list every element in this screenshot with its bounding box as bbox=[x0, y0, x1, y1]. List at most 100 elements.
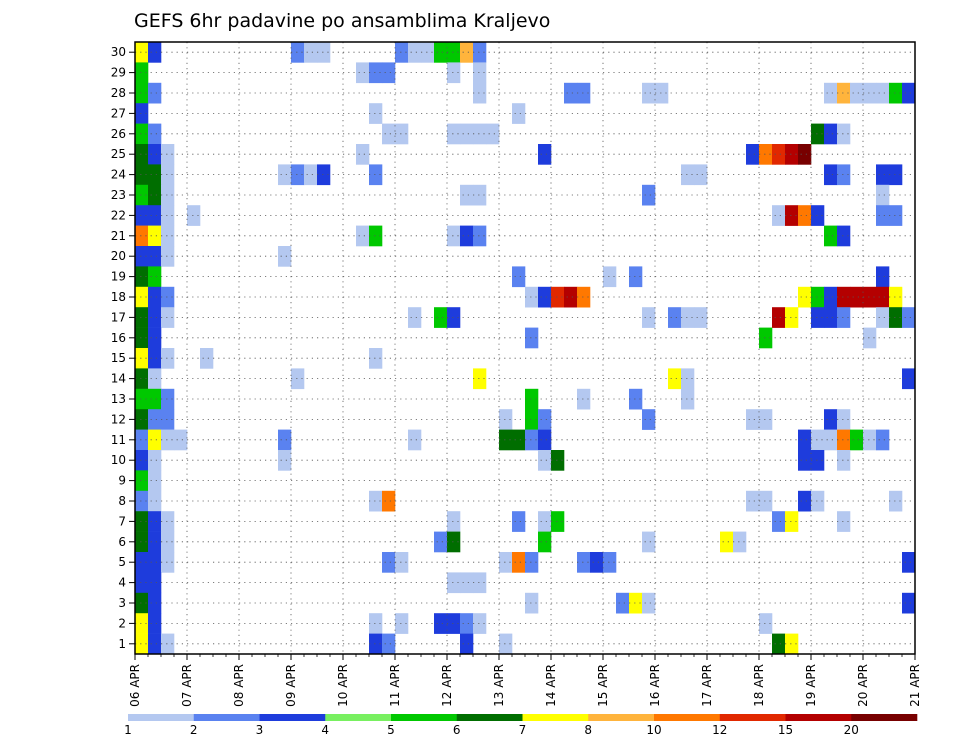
legend-label: 20 bbox=[844, 723, 859, 737]
y-tick-label: 12 bbox=[111, 412, 126, 426]
heat-cell bbox=[382, 123, 396, 145]
heat-cell bbox=[525, 388, 539, 410]
heat-cell bbox=[460, 225, 474, 247]
heat-cell bbox=[785, 307, 799, 328]
y-tick-label: 23 bbox=[111, 188, 126, 202]
y-tick-label: 28 bbox=[111, 86, 126, 100]
heat-cell bbox=[317, 164, 331, 186]
heat-cell bbox=[824, 307, 838, 328]
legend-label: 12 bbox=[712, 723, 727, 737]
legend-swatch bbox=[522, 714, 589, 721]
heat-cell bbox=[304, 164, 318, 186]
heat-cell bbox=[382, 633, 396, 655]
heat-cell bbox=[850, 82, 864, 104]
heat-cell bbox=[824, 225, 838, 247]
heat-cell bbox=[135, 103, 149, 124]
legend-label: 15 bbox=[778, 723, 793, 737]
heat-cell bbox=[135, 613, 149, 634]
heat-cell bbox=[863, 82, 877, 104]
y-tick-label: 19 bbox=[111, 270, 126, 284]
heat-cell bbox=[278, 246, 292, 267]
y-tick-label: 15 bbox=[111, 351, 126, 365]
heat-cell bbox=[447, 511, 461, 532]
heat-cell bbox=[512, 103, 526, 124]
heat-cell bbox=[135, 42, 149, 63]
heat-cell bbox=[148, 123, 162, 145]
y-tick-label: 2 bbox=[118, 616, 126, 630]
heat-cell bbox=[135, 409, 149, 430]
grid-lines bbox=[135, 42, 915, 654]
heat-cell bbox=[395, 42, 409, 63]
heat-cell bbox=[148, 225, 162, 247]
heat-cell bbox=[148, 42, 162, 63]
heat-cell bbox=[408, 307, 422, 328]
heat-cell bbox=[148, 368, 162, 390]
heat-cell bbox=[135, 205, 149, 226]
heat-cell bbox=[902, 307, 916, 328]
y-tick-label: 21 bbox=[111, 229, 126, 243]
heat-cell bbox=[174, 429, 188, 451]
heat-cell bbox=[538, 429, 552, 451]
heat-cell bbox=[135, 429, 149, 451]
heat-cell bbox=[278, 164, 292, 186]
x-tick-label: 07 APR bbox=[180, 664, 194, 707]
y-tick-label: 9 bbox=[118, 474, 126, 488]
heat-cell bbox=[642, 307, 656, 328]
heat-cell bbox=[889, 82, 903, 104]
heat-cell bbox=[135, 572, 149, 594]
x-tick-label: 16 APR bbox=[648, 664, 662, 707]
heat-cell bbox=[135, 388, 149, 410]
heat-cell bbox=[577, 286, 591, 308]
heat-cell bbox=[447, 225, 461, 247]
heat-cell bbox=[681, 388, 695, 410]
heat-cell bbox=[473, 82, 487, 104]
heat-cell bbox=[499, 429, 513, 451]
heat-cell bbox=[824, 286, 838, 308]
heat-cell bbox=[148, 82, 162, 104]
x-tick-label: 10 APR bbox=[336, 664, 350, 707]
heat-cell bbox=[135, 225, 149, 247]
heat-cell bbox=[161, 348, 175, 369]
heat-cell bbox=[161, 225, 175, 247]
legend-swatch bbox=[785, 714, 852, 721]
heat-cell bbox=[148, 184, 162, 206]
heat-cell bbox=[382, 490, 396, 512]
heat-cell bbox=[278, 429, 292, 451]
heat-cell bbox=[460, 184, 474, 206]
heat-cell bbox=[603, 266, 617, 288]
x-tick-label: 06 APR bbox=[128, 664, 142, 707]
heat-cell bbox=[889, 205, 903, 226]
heat-cell bbox=[772, 511, 786, 532]
heat-cell bbox=[772, 307, 786, 328]
heat-cell bbox=[525, 552, 539, 573]
heat-cell bbox=[837, 429, 851, 451]
heat-cell bbox=[473, 123, 487, 145]
heat-cell bbox=[551, 450, 565, 471]
heat-cell bbox=[538, 409, 552, 430]
heat-cell bbox=[525, 327, 539, 349]
legend-label: 10 bbox=[646, 723, 661, 737]
legend-swatch bbox=[654, 714, 721, 721]
heat-cell bbox=[460, 42, 474, 63]
heat-cell bbox=[629, 388, 643, 410]
heat-cell bbox=[408, 429, 422, 451]
heat-cell bbox=[629, 592, 643, 614]
heat-cell bbox=[148, 613, 162, 634]
heat-cell bbox=[746, 490, 760, 512]
heat-cell bbox=[148, 205, 162, 226]
heat-cell bbox=[785, 144, 799, 165]
heat-cell bbox=[447, 572, 461, 594]
heat-cell bbox=[135, 246, 149, 267]
heat-cell bbox=[876, 286, 890, 308]
heat-cell bbox=[512, 552, 526, 573]
heat-cell bbox=[629, 266, 643, 288]
heat-cell bbox=[135, 123, 149, 145]
heat-cell bbox=[369, 103, 383, 124]
x-tick-label: 18 APR bbox=[752, 664, 766, 707]
heat-cell bbox=[395, 613, 409, 634]
y-tick-label: 8 bbox=[118, 494, 126, 508]
heat-cell bbox=[369, 633, 383, 655]
heat-cell bbox=[564, 82, 578, 104]
heat-cell bbox=[837, 123, 851, 145]
